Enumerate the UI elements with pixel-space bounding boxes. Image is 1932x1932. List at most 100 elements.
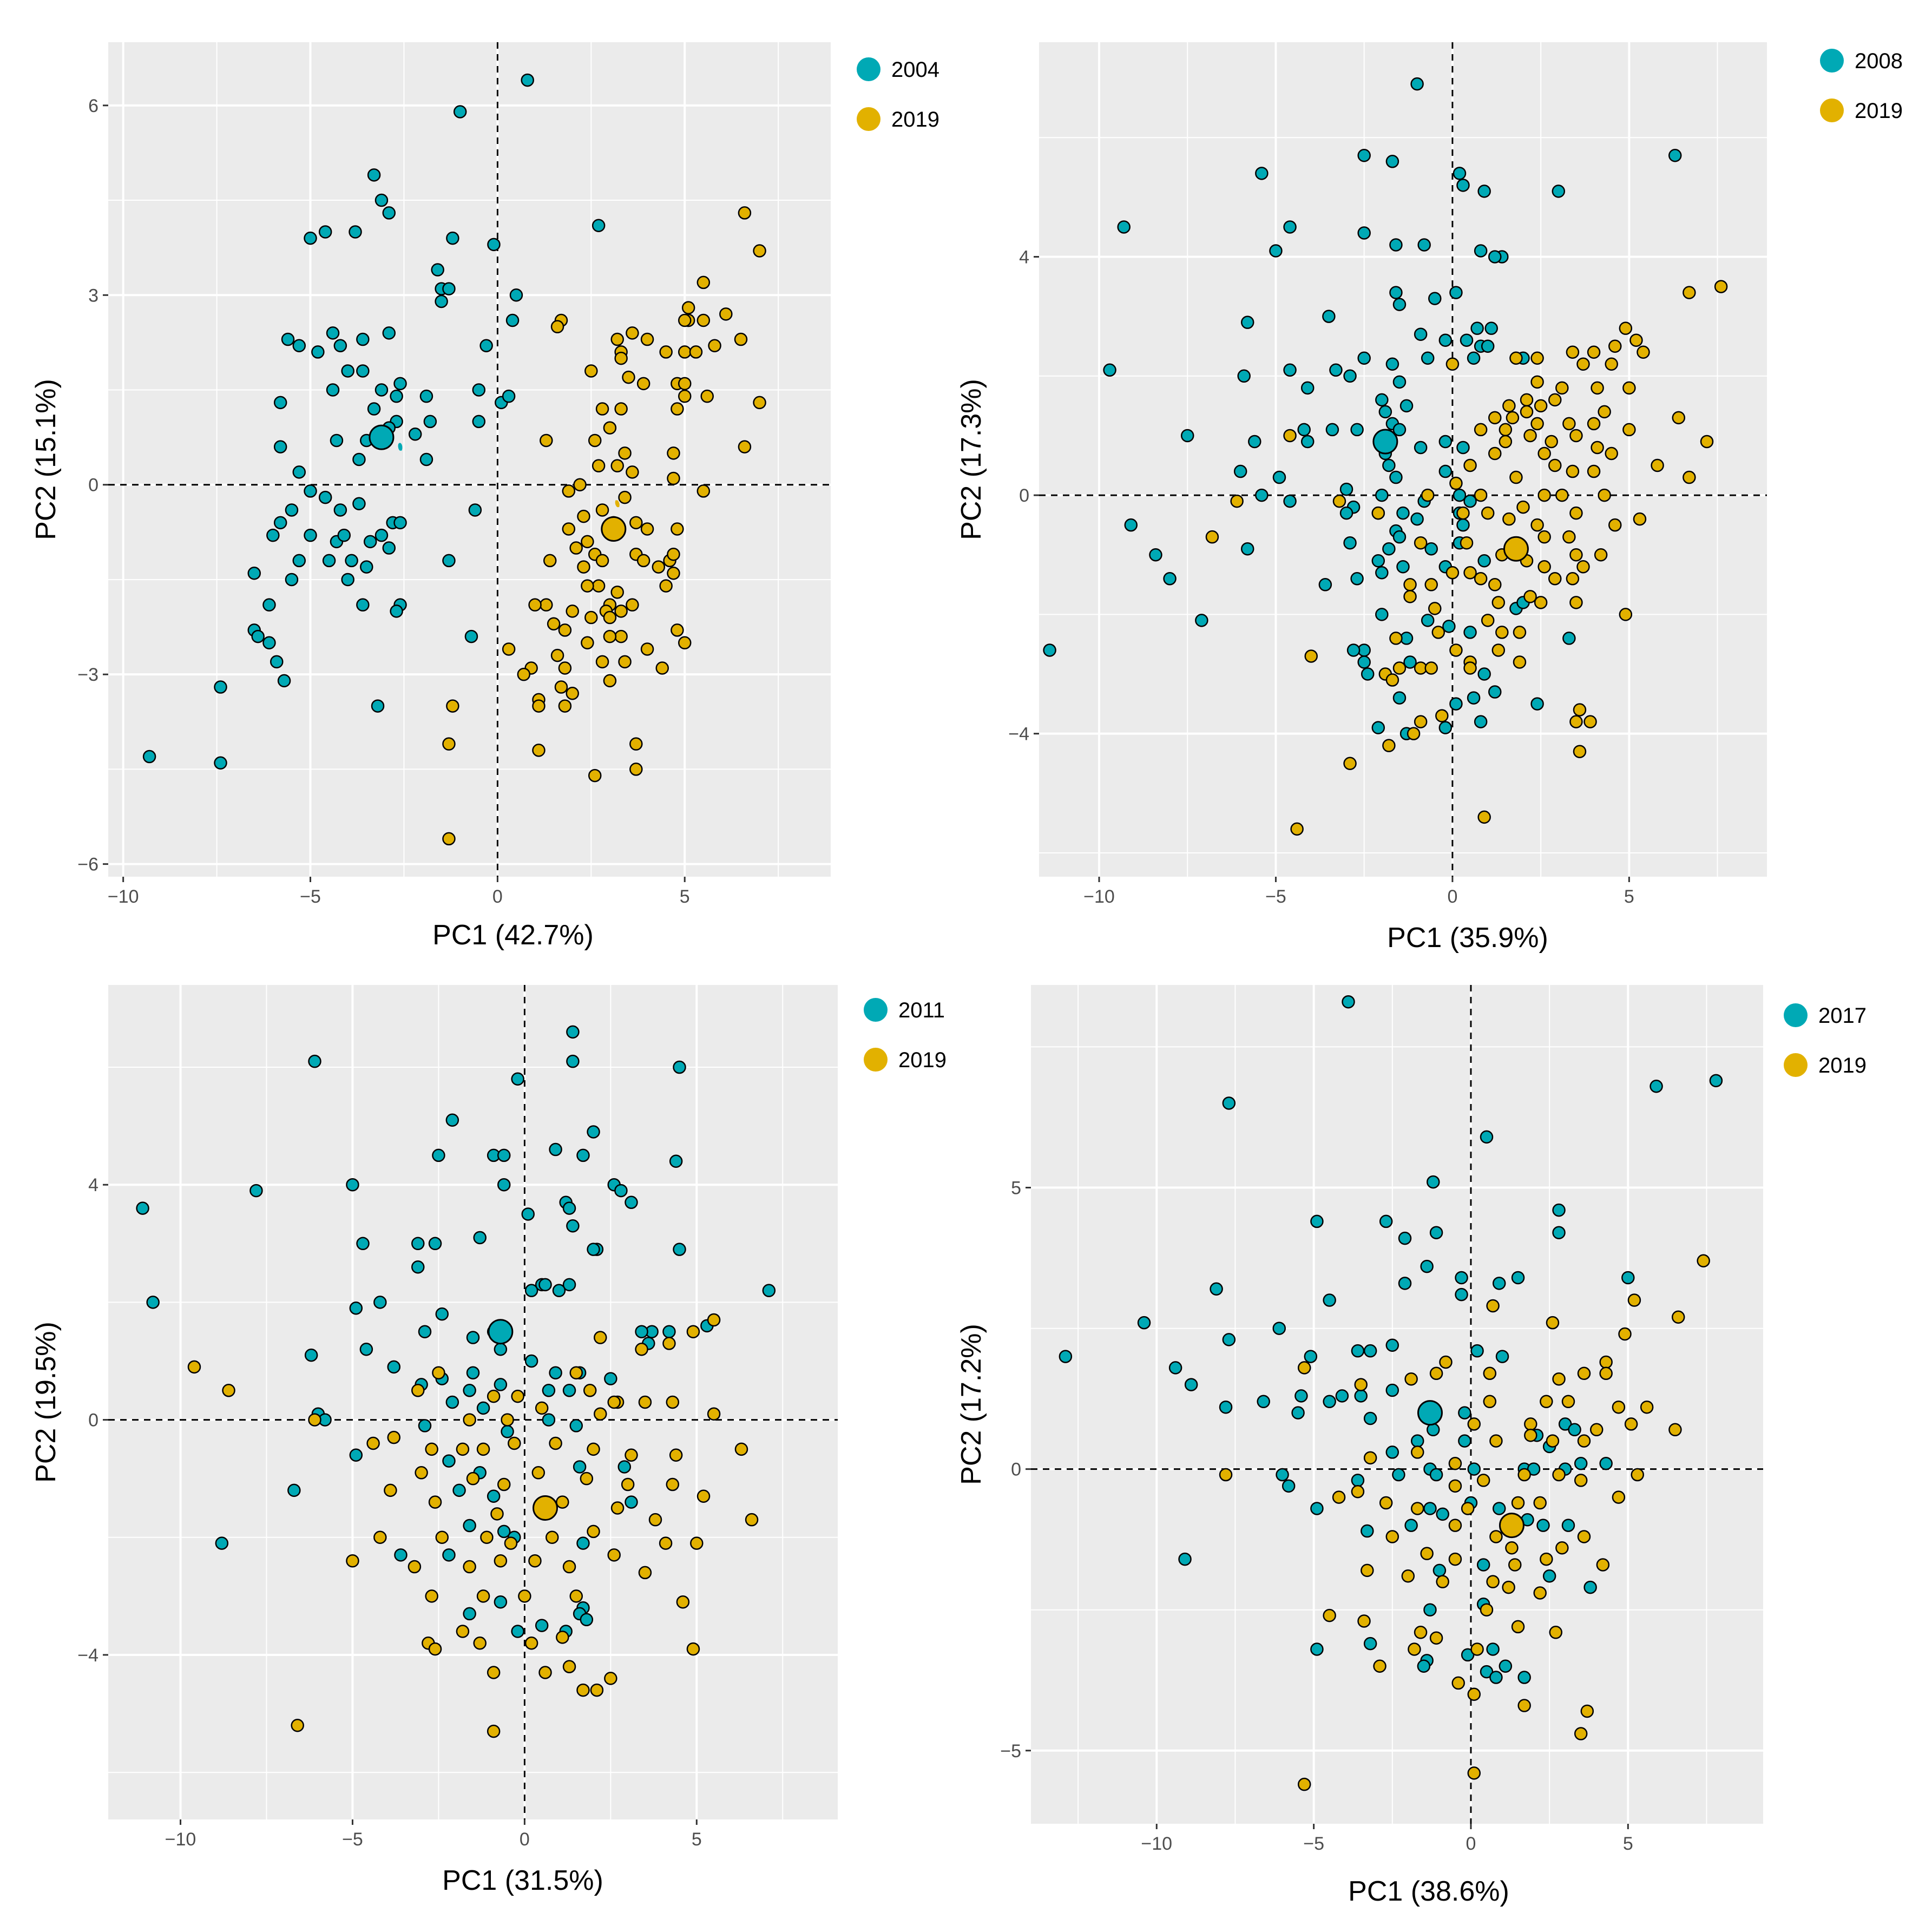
data-point-2019 <box>1460 536 1474 550</box>
data-point-2019 <box>1612 1400 1626 1414</box>
data-point-2019 <box>1449 643 1463 657</box>
data-point-2008 <box>1382 542 1396 556</box>
data-point-2019 <box>1323 1608 1336 1622</box>
data-point-2011 <box>625 1195 638 1210</box>
data-point-2008 <box>1396 560 1410 574</box>
y-tick-label: 3 <box>88 285 98 306</box>
data-point-2019 <box>1629 333 1643 347</box>
data-point-2011 <box>476 1401 490 1415</box>
data-point-2019 <box>1589 1423 1604 1437</box>
data-point-2004 <box>356 332 370 346</box>
data-point-2017 <box>1294 1389 1308 1403</box>
data-point-2019 <box>659 1536 673 1550</box>
data-point-2008 <box>1668 149 1682 162</box>
confidence-ellipse-2019 <box>615 500 620 508</box>
data-point-2008 <box>1269 244 1283 258</box>
data-point-2017 <box>1470 1344 1484 1358</box>
data-point-2019 <box>1683 470 1696 484</box>
data-point-2017 <box>1310 1502 1324 1515</box>
data-point-2017 <box>1517 1671 1531 1684</box>
data-point-2008 <box>1530 697 1544 711</box>
data-point-2011 <box>587 1243 600 1256</box>
data-point-2008 <box>1233 464 1247 478</box>
data-point-2019 <box>1304 649 1318 663</box>
data-point-2008 <box>1463 626 1477 639</box>
data-point-2019 <box>1520 405 1534 419</box>
data-point-2008 <box>1357 351 1371 365</box>
panel-2017-vs-2019: −10 −5 0 5 −5 0 5 PC1 (38.6%) PC2 (17.2%) 2017… <box>956 985 1867 1907</box>
data-point-2011 <box>387 1360 401 1374</box>
data-point-2019 <box>1714 280 1728 293</box>
data-point-2019 <box>1483 1366 1497 1381</box>
data-point-2017 <box>1499 1659 1513 1673</box>
data-point-2019 <box>480 1530 494 1545</box>
data-point-2011 <box>497 1148 511 1162</box>
data-point-2008 <box>1438 721 1453 734</box>
plot-layer: −10 −5 0 5 −4 0 4 <box>1008 42 1767 907</box>
data-point-2011 <box>249 1184 263 1198</box>
data-point-2011 <box>466 1366 480 1379</box>
data-point-2019 <box>678 345 692 359</box>
legend-key-2011 <box>864 998 888 1022</box>
data-point-2008 <box>1453 488 1467 502</box>
data-point-2004 <box>502 389 516 403</box>
data-point-2011 <box>562 1384 576 1397</box>
data-point-2019 <box>291 1719 304 1732</box>
data-point-2008 <box>1477 554 1491 568</box>
data-point-2019 <box>384 1483 397 1497</box>
data-point-2019 <box>1373 1659 1386 1673</box>
data-point-2008 <box>1552 185 1566 198</box>
data-point-2004 <box>446 231 459 245</box>
data-point-2008 <box>1442 620 1456 633</box>
x-tick-label: 0 <box>492 886 503 907</box>
data-point-2004 <box>374 528 389 542</box>
data-point-2004 <box>356 598 370 612</box>
data-point-2017 <box>1427 1175 1440 1189</box>
data-point-2004 <box>333 339 347 352</box>
data-point-2019 <box>1622 381 1636 395</box>
data-point-2008 <box>1470 321 1484 335</box>
data-point-2019 <box>1549 1626 1562 1639</box>
data-point-2019 <box>583 1384 597 1397</box>
data-point-2011 <box>673 1243 686 1256</box>
data-point-2008 <box>1399 399 1414 413</box>
data-point-2019 <box>476 1589 490 1603</box>
data-point-2017 <box>1184 1378 1198 1391</box>
y-axis-title: PC2 (19.5%) <box>30 1322 62 1483</box>
data-point-2004 <box>487 238 501 252</box>
data-point-2019 <box>556 1495 569 1509</box>
data-point-2019 <box>635 1343 648 1356</box>
data-point-2019 <box>669 1448 683 1462</box>
data-point-2008 <box>1474 244 1488 258</box>
data-point-2019 <box>562 484 576 498</box>
data-point-2019 <box>463 1413 476 1427</box>
data-point-2017 <box>1432 1563 1447 1578</box>
data-point-2019 <box>558 623 572 637</box>
data-point-2019 <box>1566 572 1580 586</box>
data-point-2019 <box>508 1436 521 1450</box>
data-point-2017 <box>1291 1406 1305 1420</box>
data-point-2008 <box>1389 470 1403 484</box>
data-point-2008 <box>1350 423 1364 437</box>
data-point-2019 <box>1624 1417 1638 1431</box>
data-point-2008 <box>1103 363 1116 377</box>
data-point-2019 <box>1520 393 1534 407</box>
data-point-2008 <box>1392 691 1407 705</box>
data-point-2004 <box>352 452 366 466</box>
data-point-2011 <box>356 1237 370 1251</box>
y-tick-label: 0 <box>1019 485 1029 506</box>
data-point-2011 <box>662 1325 676 1338</box>
data-point-2017 <box>1351 1344 1365 1358</box>
data-point-2019 <box>573 478 587 491</box>
data-point-2008 <box>1488 250 1502 264</box>
data-point-2019 <box>618 655 632 669</box>
data-point-2011 <box>304 1348 318 1362</box>
data-point-2011 <box>566 1025 580 1039</box>
data-point-2019 <box>494 1554 508 1568</box>
data-point-2019 <box>1474 572 1488 586</box>
data-point-2011 <box>587 1125 600 1139</box>
data-point-2011 <box>346 1178 359 1192</box>
legend-label-2008: 2008 <box>1855 49 1903 73</box>
data-point-2017 <box>1385 1338 1399 1352</box>
data-point-2019 <box>408 1560 422 1574</box>
